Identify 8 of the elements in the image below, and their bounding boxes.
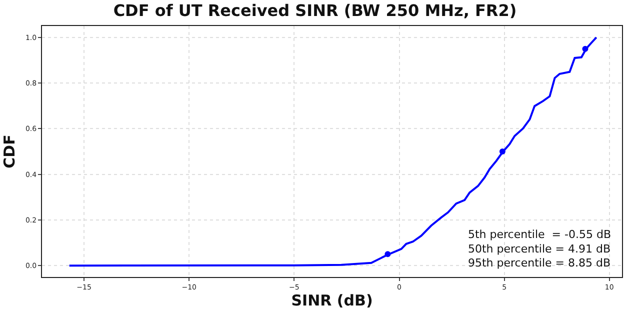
chart-title: CDF of UT Received SINR (BW 250 MHz, FR2) bbox=[113, 0, 517, 20]
y-axis-title: CDF bbox=[0, 134, 19, 168]
line-series bbox=[68, 36, 598, 267]
point bbox=[499, 148, 506, 154]
x-axis-title: SINR (dB) bbox=[291, 291, 373, 310]
point bbox=[582, 46, 588, 52]
point bbox=[384, 251, 391, 258]
annotation: 5th percentile = -0.55 dB 50th percentile = 4.91 dB 95th percentile = 8.85 dB bbox=[468, 228, 611, 270]
